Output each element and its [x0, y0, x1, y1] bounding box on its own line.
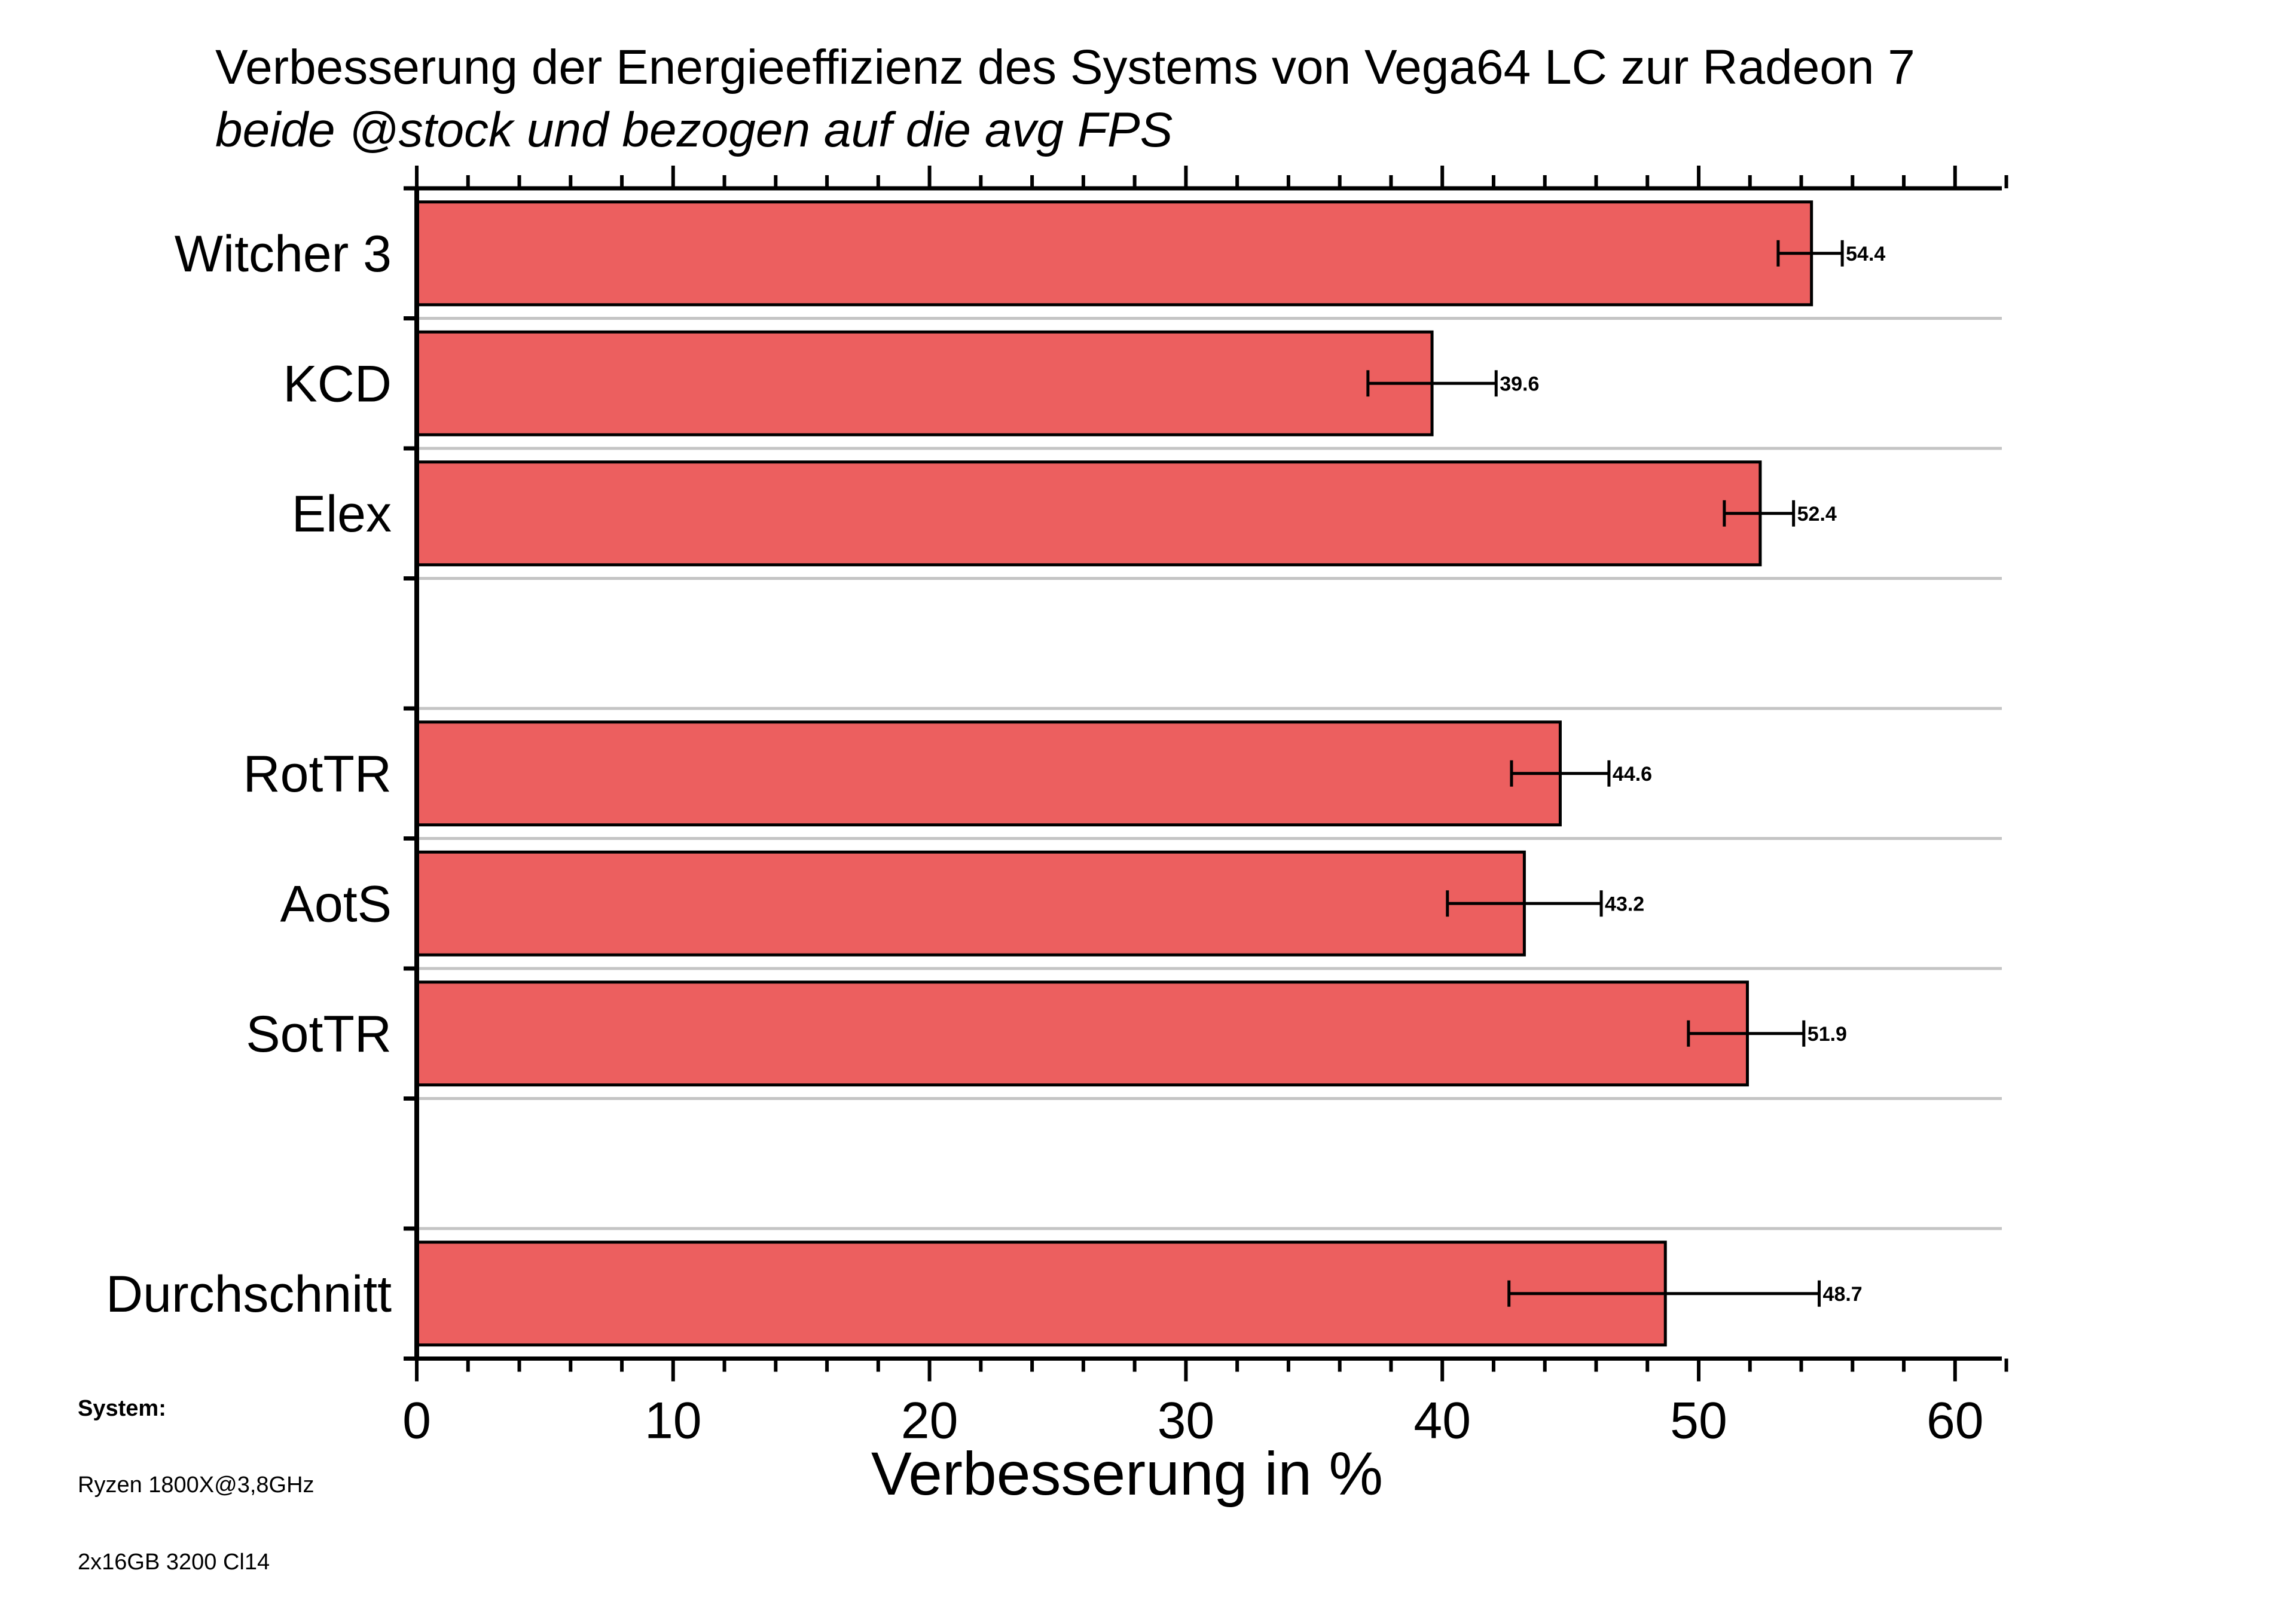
bar [415, 850, 1526, 957]
bar [415, 200, 1813, 307]
x-tick-label: 60 [1926, 1392, 1984, 1450]
bar [415, 720, 1562, 827]
x-tick-label: 0 [402, 1392, 431, 1450]
chart-title: Verbesserung der Energieeffizienz des Sy… [215, 40, 1915, 94]
value-label: 51.9 [1808, 1023, 1847, 1046]
category-label: RotTR [243, 746, 392, 803]
category-label: SotTR [246, 1006, 392, 1063]
category-label: AotS [280, 875, 392, 933]
x-tick-label: 20 [901, 1392, 958, 1450]
system-ram: 2x16GB 3200 Cl14 [78, 1550, 270, 1575]
labels: 54.4 Witcher 3 39.6 KCD 52.4 Elex 44.6 RotTR 43.… [106, 225, 1984, 1450]
system-cpu: Ryzen 1800X@3,8GHz [78, 1472, 315, 1498]
bar [415, 980, 1749, 1087]
gridlines [417, 317, 2002, 1230]
x-tick-label: 40 [1413, 1392, 1471, 1450]
category-label: KCD [283, 355, 392, 413]
x-tick-label: 50 [1670, 1392, 1727, 1450]
value-label: 48.7 [1823, 1283, 1863, 1306]
axes [404, 166, 2008, 1382]
bar [415, 460, 1762, 567]
bar [415, 1241, 1667, 1347]
value-label: 54.4 [1846, 243, 1885, 265]
x-tick-label: 30 [1158, 1392, 1215, 1450]
x-axis-title: Verbesserung in % [871, 1440, 1383, 1508]
system-heading: System: [78, 1396, 166, 1421]
bar [415, 330, 1434, 436]
x-tick-label: 10 [645, 1392, 702, 1450]
value-label: 43.2 [1605, 893, 1644, 915]
value-label: 44.6 [1613, 763, 1652, 786]
category-label: Durchschnitt [106, 1266, 392, 1323]
chart-subtitle: beide @stock und bezogen auf die avg FPS [215, 103, 1173, 157]
value-label: 52.4 [1797, 503, 1837, 525]
bars [415, 200, 1844, 1347]
category-label: Witcher 3 [175, 225, 392, 283]
value-label: 39.6 [1500, 372, 1539, 395]
category-label: Elex [292, 485, 392, 543]
